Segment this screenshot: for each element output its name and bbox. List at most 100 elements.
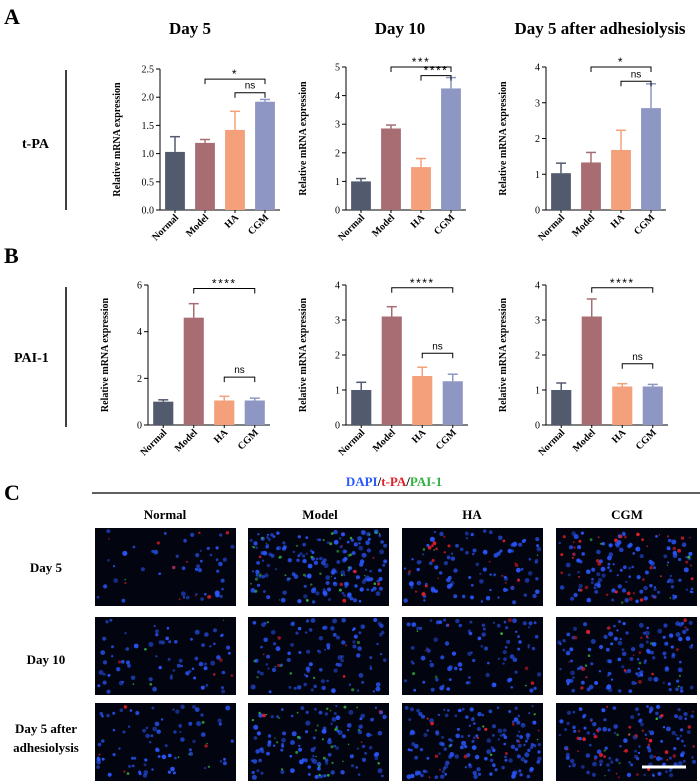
bar-normal	[153, 401, 174, 425]
tpa-signal	[623, 669, 627, 672]
tpa-signal	[98, 753, 101, 756]
pai1-signal	[265, 542, 268, 545]
dapi-nucleus	[672, 594, 675, 597]
dapi-nucleus	[145, 726, 149, 730]
dapi-nucleus	[335, 746, 339, 750]
dapi-nucleus	[505, 588, 509, 592]
dapi-nucleus	[581, 680, 585, 685]
pai1-signal	[351, 688, 355, 692]
dapi-nucleus	[383, 559, 388, 564]
tpa-signal	[511, 585, 514, 588]
dapi-nucleus	[423, 599, 426, 602]
dapi-nucleus	[483, 529, 487, 533]
dapi-nucleus	[430, 687, 435, 692]
dapi-nucleus	[607, 768, 611, 772]
image-row-day5-after: Day 5 after	[15, 721, 77, 736]
dapi-nucleus	[131, 764, 135, 768]
pai1-signal	[279, 664, 282, 668]
category-label-cgm: CGM	[634, 427, 659, 452]
dapi-nucleus	[403, 598, 408, 603]
dapi-nucleus	[270, 715, 274, 719]
dapi-nucleus	[440, 774, 445, 779]
dapi-nucleus	[518, 640, 522, 644]
dapi-nucleus	[447, 709, 450, 712]
dapi-nucleus	[293, 574, 299, 579]
dapi-nucleus	[323, 774, 327, 778]
dapi-nucleus	[503, 575, 507, 579]
pai1-signal	[315, 755, 317, 758]
tpa-signal	[653, 596, 656, 599]
dapi-nucleus	[619, 568, 623, 572]
dapi-nucleus	[517, 635, 521, 639]
tpa-signal	[572, 552, 576, 557]
dapi-nucleus	[572, 676, 575, 679]
pai1-signal	[281, 768, 284, 771]
dapi-nucleus	[653, 566, 656, 570]
dapi-nucleus	[583, 622, 588, 627]
dapi-nucleus	[460, 735, 464, 739]
dapi-nucleus	[266, 751, 270, 756]
dapi-nucleus	[249, 538, 253, 543]
pai1-signal	[278, 599, 281, 601]
dapi-nucleus	[297, 554, 301, 558]
dapi-nucleus	[364, 568, 368, 571]
dapi-nucleus	[504, 755, 507, 759]
dapi-nucleus	[573, 534, 579, 540]
dapi-nucleus	[365, 575, 370, 581]
dapi-nucleus	[673, 747, 677, 751]
tpa-signal	[345, 644, 347, 647]
dapi-nucleus	[572, 710, 576, 714]
dapi-nucleus	[628, 689, 633, 693]
dapi-nucleus	[299, 552, 303, 556]
dapi-nucleus	[671, 539, 677, 545]
tpa-signal	[594, 734, 598, 739]
dapi-nucleus	[381, 630, 385, 635]
dapi-nucleus	[467, 734, 471, 738]
dapi-nucleus	[361, 757, 367, 763]
dapi-nucleus	[534, 634, 539, 639]
y-tick-label: 2	[137, 374, 142, 385]
dapi-nucleus	[486, 738, 492, 743]
dapi-nucleus	[644, 630, 650, 636]
dapi-nucleus	[602, 726, 608, 732]
dapi-nucleus	[409, 707, 415, 712]
column-title-day5-adhesiolysis: Day 5 after adhesiolysis	[514, 19, 685, 38]
dapi-nucleus	[678, 636, 683, 642]
significance-bracket	[391, 287, 454, 293]
dapi-nucleus	[307, 563, 313, 569]
dapi-nucleus	[340, 532, 346, 537]
dapi-nucleus	[216, 569, 220, 573]
pai1-signal	[253, 660, 256, 663]
tpa-signal	[484, 727, 488, 732]
significance-bracket	[620, 80, 652, 87]
image-column-cgm: CGM	[611, 507, 643, 522]
dapi-nucleus	[520, 722, 526, 728]
dapi-nucleus	[528, 557, 532, 561]
dapi-nucleus	[642, 631, 646, 635]
dapi-nucleus	[252, 759, 258, 764]
chart-tpa-day10: Relative mRNA expression 0 1 2 3 4 5 Normal Mode…	[298, 55, 466, 243]
dapi-nucleus	[611, 588, 616, 593]
dapi-nucleus	[582, 713, 587, 718]
pai1-signal	[373, 582, 377, 585]
y-tick-label: 1.5	[142, 121, 155, 132]
dapi-nucleus	[590, 662, 594, 666]
dapi-nucleus	[489, 588, 492, 592]
tpa-signal	[636, 532, 640, 537]
pai1-signal	[677, 685, 680, 688]
dapi-nucleus	[359, 717, 363, 721]
dapi-nucleus	[327, 752, 332, 757]
dapi-nucleus	[322, 590, 328, 596]
dapi-nucleus	[172, 669, 176, 672]
tpa-signal	[530, 681, 535, 685]
dapi-nucleus	[107, 559, 110, 562]
dapi-nucleus	[119, 708, 124, 712]
dapi-nucleus	[340, 570, 346, 576]
dapi-nucleus	[676, 679, 680, 683]
pai1-signal	[305, 599, 309, 602]
dapi-nucleus	[280, 769, 285, 775]
dapi-nucleus	[318, 636, 324, 641]
dapi-nucleus	[271, 667, 277, 673]
dapi-nucleus	[165, 636, 169, 641]
category-label-ha: HA	[409, 212, 428, 231]
